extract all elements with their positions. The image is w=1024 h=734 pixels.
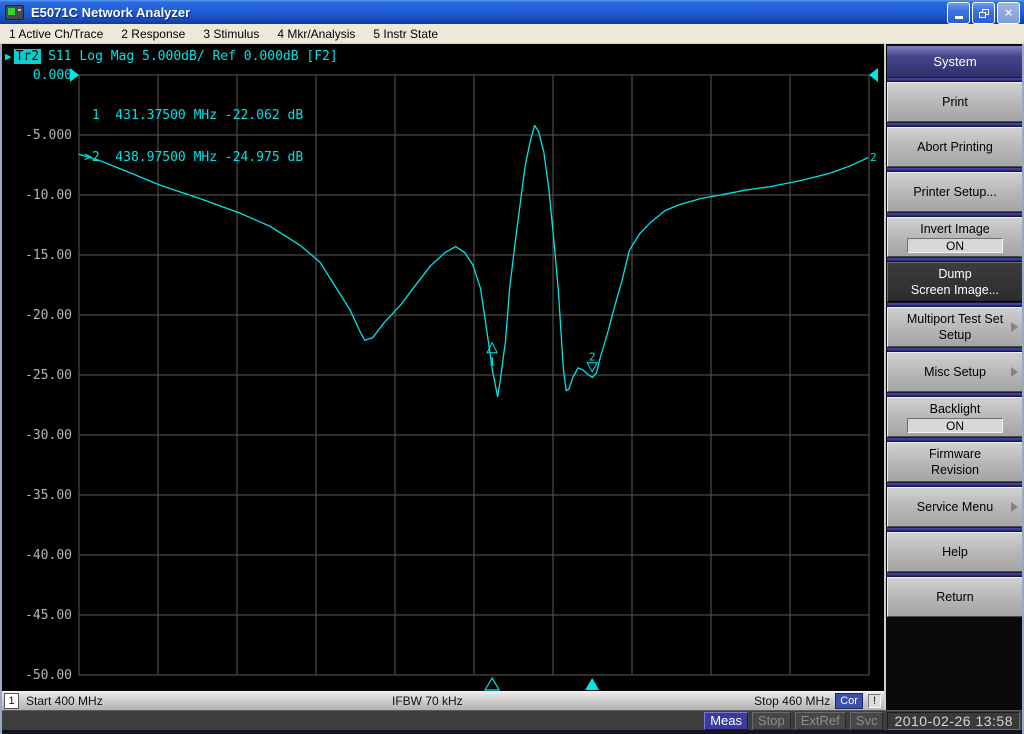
softkey-separator (887, 482, 1023, 487)
y-tick-label: -20.00 (25, 308, 72, 323)
softkey-separator (887, 437, 1023, 442)
trace-number-label: 2 (870, 151, 877, 164)
y-tick-label: -30.00 (25, 428, 72, 443)
marker-2-icon (586, 362, 599, 373)
reference-level-marker-left-icon (70, 68, 79, 82)
submenu-arrow-icon (1011, 502, 1018, 512)
stop-frequency[interactable]: Stop 460 MHz (754, 694, 831, 708)
softkey-separator (887, 212, 1023, 217)
softkey-separator (887, 122, 1023, 127)
close-button[interactable]: × (997, 2, 1020, 24)
y-tick-label: -10.00 (25, 188, 72, 203)
app-icon-detail (18, 8, 21, 11)
instrument-screen: 0.000 -5.000 -10.00 -15.00 -20.00 -25.00 -30.0… (0, 44, 884, 691)
softkey-menu-title: System (887, 46, 1023, 77)
marker-readout: 1 431.37500 MHz -22.062 dB >2 438.97500 … (84, 81, 303, 193)
reference-level-marker-right-icon (869, 68, 878, 82)
marker-1-label: 1 (489, 356, 496, 369)
trace-label[interactable]: Tr2 (13, 49, 42, 64)
menu-item-response[interactable]: 2 Response (121, 26, 186, 41)
minimize-button[interactable] (947, 2, 970, 24)
softkey-service-menu[interactable]: Service Menu (887, 487, 1023, 527)
y-tick-label: -45.00 (25, 608, 72, 623)
menu-item-stimulus[interactable]: 3 Stimulus (203, 26, 260, 41)
softkey-separator (887, 302, 1023, 307)
warning-badge: ! (867, 694, 881, 708)
softkey-separator (887, 167, 1023, 172)
start-frequency[interactable]: Start 400 MHz (26, 694, 103, 708)
channel-number: 1 (4, 693, 19, 709)
app-icon (5, 4, 24, 20)
marker-2-label: 2 (589, 351, 596, 364)
y-tick-label: -40.00 (25, 548, 72, 563)
y-tick-label: -5.000 (25, 128, 72, 143)
plot-frame (78, 74, 870, 676)
y-tick-label: -50.00 (25, 668, 72, 683)
trace-settings: S11 Log Mag 5.000dB/ Ref 0.000dB [F2] (48, 49, 338, 64)
softkey-print[interactable]: Print (887, 82, 1023, 122)
softkey-invert-image[interactable]: Invert Image ON (887, 217, 1023, 257)
ifbw-value[interactable]: IFBW 70 kHz (392, 694, 463, 708)
plot-area: 0.000 -5.000 -10.00 -15.00 -20.00 -25.00 -30.0… (25, 68, 878, 691)
trace-header: ▶ Tr2 S11 Log Mag 5.000dB/ Ref 0.000dB [… (5, 49, 338, 64)
marker-readout-row-1: 1 431.37500 MHz -22.062 dB (84, 108, 304, 123)
softkey-separator (887, 572, 1023, 577)
marker-1-stimulus-icon[interactable] (484, 676, 501, 691)
softkey-printer-setup[interactable]: Printer Setup... (887, 172, 1023, 212)
softkey-sidebar: System Print Abort Printing Printer Setu… (884, 44, 1024, 710)
datetime-display: 2010-02-26 13:58 (887, 712, 1020, 730)
softkey-misc-setup[interactable]: Misc Setup (887, 352, 1023, 392)
marker-2-stimulus-icon[interactable] (585, 678, 600, 690)
softkey-firmware-revision[interactable]: Firmware Revision (887, 442, 1023, 482)
submenu-arrow-icon (1011, 367, 1018, 377)
extref-indicator: ExtRef (794, 712, 846, 730)
softkey-multiport-test-set-setup[interactable]: Multiport Test Set Setup (887, 307, 1023, 347)
backlight-state: ON (907, 418, 1003, 433)
marker-1-icon (486, 341, 498, 354)
window-title: E5071C Network Analyzer (31, 4, 191, 20)
app-icon-screen (8, 7, 15, 15)
softkey-backlight[interactable]: Backlight ON (887, 397, 1023, 437)
softkey-return[interactable]: Return (887, 577, 1023, 617)
titlebar: E5071C Network Analyzer × (0, 0, 1024, 24)
menubar: 1 Active Ch/Trace 2 Response 3 Stimulus … (0, 24, 1024, 44)
channel-bar: 1 Start 400 MHz IFBW 70 kHz Stop 460 MHz… (0, 691, 884, 710)
softkey-separator (887, 347, 1023, 352)
correction-badge: Cor (835, 693, 863, 709)
softkey-separator (887, 392, 1023, 397)
close-icon: × (1004, 5, 1013, 20)
softkey-separator (887, 77, 1023, 82)
marker-readout-row-2: >2 438.97500 MHz -24.975 dB (84, 150, 304, 165)
window-left-edge (0, 44, 2, 734)
menu-item-active-ch-trace[interactable]: 1 Active Ch/Trace (9, 26, 104, 41)
status-bar: Meas Stop ExtRef Svc 2010-02-26 13:58 (0, 710, 1024, 730)
softkey-dump-screen-image[interactable]: Dump Screen Image... (887, 262, 1023, 302)
menu-item-instr-state[interactable]: 5 Instr State (373, 26, 439, 41)
y-tick-label: -35.00 (25, 488, 72, 503)
restore-button[interactable] (972, 2, 995, 24)
meas-indicator: Meas (704, 712, 749, 730)
softkey-separator (887, 257, 1023, 262)
softkey-separator (887, 527, 1023, 532)
restore-icon (978, 8, 989, 18)
s11-trace (78, 124, 869, 398)
y-tick-label: -25.00 (25, 368, 72, 383)
active-trace-arrow-icon: ▶ (5, 50, 12, 63)
softkey-help[interactable]: Help (887, 532, 1023, 572)
y-tick-label: -15.00 (25, 248, 72, 263)
stop-indicator: Stop (752, 712, 791, 730)
minimize-icon (954, 16, 963, 19)
submenu-arrow-icon (1011, 322, 1018, 332)
menu-item-mkr-analysis[interactable]: 4 Mkr/Analysis (277, 26, 356, 41)
window-right-edge (1022, 44, 1024, 734)
window-controls: × (947, 2, 1020, 24)
invert-image-state: ON (907, 238, 1003, 253)
softkey-abort-printing[interactable]: Abort Printing (887, 127, 1023, 167)
y-tick-label: 0.000 (33, 68, 72, 83)
svc-indicator: Svc (849, 712, 884, 730)
window-bottom-edge (0, 730, 1024, 734)
